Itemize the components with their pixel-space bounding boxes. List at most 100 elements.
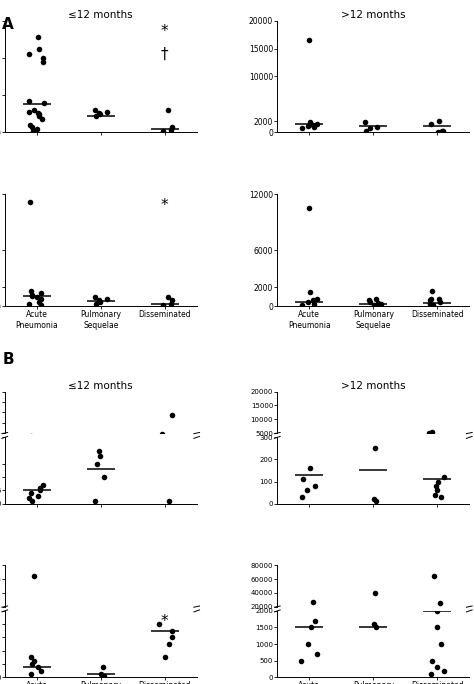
Point xyxy=(95,438,103,449)
Point xyxy=(36,438,44,449)
Point xyxy=(370,619,377,630)
Point xyxy=(27,652,35,663)
Point xyxy=(100,642,108,653)
Point xyxy=(168,640,176,650)
Point xyxy=(433,441,440,452)
Point xyxy=(91,495,99,506)
Point xyxy=(158,429,165,440)
Point xyxy=(27,438,34,449)
Point xyxy=(93,458,100,469)
Point xyxy=(28,121,36,132)
Point xyxy=(311,614,319,624)
Point xyxy=(164,105,172,116)
Point xyxy=(309,295,317,306)
Point xyxy=(426,299,434,310)
Point xyxy=(438,589,446,600)
Point xyxy=(299,122,306,133)
Point xyxy=(299,492,306,503)
Point xyxy=(427,118,435,129)
Point xyxy=(30,655,38,666)
Point xyxy=(164,433,172,444)
Point xyxy=(297,655,305,666)
Point xyxy=(435,476,442,487)
Point xyxy=(313,614,320,625)
Point xyxy=(307,622,315,633)
Title: >12 months: >12 months xyxy=(341,381,406,391)
Point xyxy=(161,652,168,663)
Point xyxy=(97,642,105,653)
Point xyxy=(362,116,369,127)
Point xyxy=(433,615,441,626)
Point xyxy=(437,297,444,308)
Point xyxy=(425,428,433,438)
Point xyxy=(37,293,45,304)
Point xyxy=(27,286,35,297)
Point xyxy=(310,596,317,607)
Point xyxy=(27,641,35,652)
Point xyxy=(96,451,104,462)
Point xyxy=(39,56,46,67)
Text: †: † xyxy=(161,47,168,62)
Point xyxy=(33,291,40,302)
Point xyxy=(306,117,314,128)
Point xyxy=(373,614,380,625)
Point xyxy=(29,125,37,136)
Point xyxy=(306,463,314,474)
Point xyxy=(155,619,163,630)
Point xyxy=(303,485,310,496)
Point xyxy=(309,120,317,131)
Point xyxy=(305,639,312,650)
Point xyxy=(93,438,100,449)
Point xyxy=(427,294,435,305)
Point xyxy=(27,431,34,442)
Point xyxy=(96,438,104,449)
Point xyxy=(439,125,447,136)
Point xyxy=(362,126,370,137)
Point xyxy=(310,121,318,132)
Title: ≤12 months: ≤12 months xyxy=(68,381,133,391)
Point xyxy=(437,598,444,609)
Point xyxy=(297,615,305,626)
Point xyxy=(99,661,107,672)
Point xyxy=(311,616,319,627)
Point xyxy=(34,107,42,118)
Point xyxy=(92,299,100,310)
Point xyxy=(435,441,442,452)
Point xyxy=(103,107,110,118)
Point xyxy=(36,110,43,121)
Point xyxy=(370,441,377,452)
Point xyxy=(313,118,321,129)
Point xyxy=(299,474,307,485)
Point xyxy=(39,479,47,490)
Point xyxy=(430,570,438,581)
Point xyxy=(303,441,310,452)
Point xyxy=(30,641,38,652)
Point xyxy=(28,642,36,653)
Point xyxy=(168,410,176,421)
Point xyxy=(313,293,321,304)
Point xyxy=(36,43,43,54)
Point xyxy=(34,490,42,501)
Point xyxy=(311,480,319,491)
Point xyxy=(440,441,447,452)
Point xyxy=(36,485,44,496)
Point xyxy=(433,485,440,496)
Point xyxy=(366,297,374,308)
Point xyxy=(377,299,384,310)
Point xyxy=(164,291,172,302)
Point xyxy=(434,127,442,137)
Point xyxy=(165,438,173,449)
Point xyxy=(427,615,434,626)
Point xyxy=(96,107,103,118)
Point xyxy=(168,295,176,306)
Point xyxy=(372,440,379,451)
Point xyxy=(366,122,374,133)
Text: A: A xyxy=(2,17,14,32)
Point xyxy=(437,639,445,650)
Point xyxy=(429,300,437,311)
Point xyxy=(35,297,43,308)
Point xyxy=(313,648,320,659)
Point xyxy=(34,661,42,672)
Point xyxy=(169,625,176,636)
Point xyxy=(433,614,440,624)
